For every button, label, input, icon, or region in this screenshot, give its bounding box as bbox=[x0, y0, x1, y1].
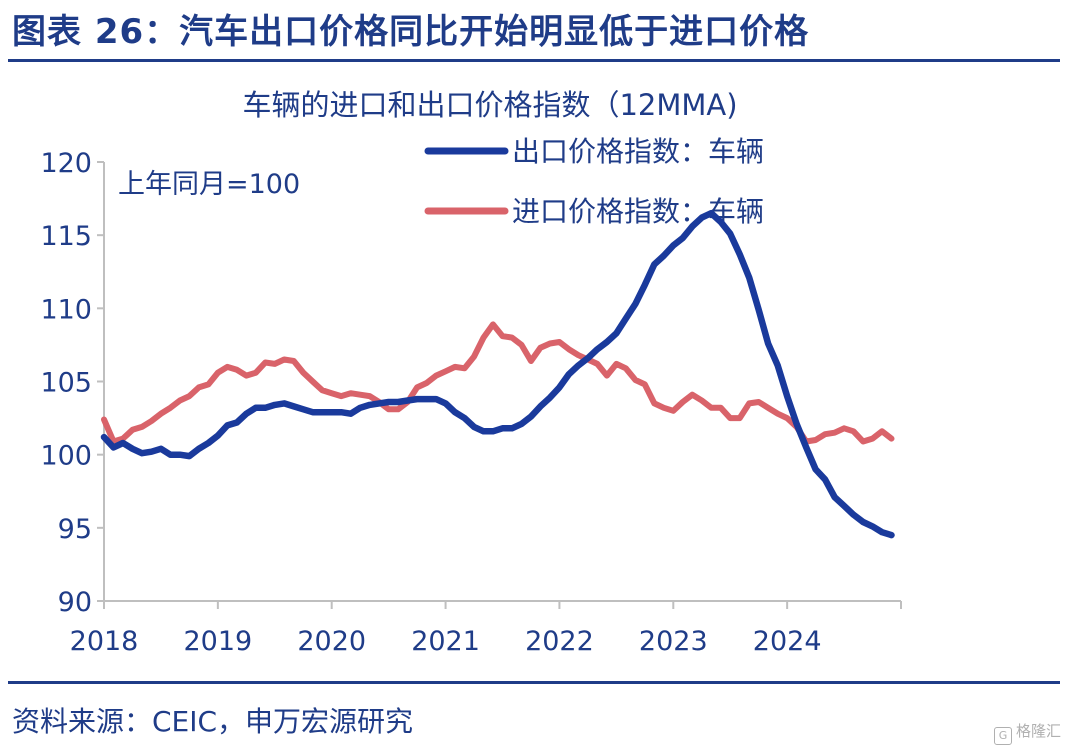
legend-label-export: 出口价格指数：车辆 bbox=[512, 135, 764, 168]
x-tick-label: 2018 bbox=[70, 626, 139, 657]
x-tick-label: 2019 bbox=[183, 626, 252, 657]
chart-annotation: 上年同月=100 bbox=[118, 169, 300, 200]
chart-legend: 出口价格指数：车辆 进口价格指数：车辆 bbox=[424, 135, 764, 228]
figure-title: 图表 26：汽车出口价格同比开始明显低于进口价格 bbox=[12, 12, 810, 52]
chart-series bbox=[100, 209, 895, 539]
y-tick-label: 120 bbox=[40, 148, 92, 179]
series-line-import bbox=[101, 321, 895, 445]
x-tick-label: 2024 bbox=[753, 626, 822, 657]
x-tick-label: 2021 bbox=[411, 626, 480, 657]
x-tick-label: 2023 bbox=[639, 626, 708, 657]
chart-title: 车辆的进口和出口价格指数（12MMA) bbox=[242, 88, 737, 122]
y-tick-label: 95 bbox=[58, 514, 92, 545]
y-tick-label: 115 bbox=[40, 221, 92, 252]
watermark-text: 格隆汇 bbox=[1016, 722, 1062, 740]
title-divider bbox=[8, 59, 1060, 62]
legend-label-import: 进口价格指数：车辆 bbox=[512, 195, 764, 228]
source-note: 资料来源：CEIC，申万宏源研究 bbox=[12, 705, 414, 738]
y-tick-label: 90 bbox=[58, 587, 92, 618]
x-tick-label: 2020 bbox=[297, 626, 366, 657]
series-line-export bbox=[100, 209, 895, 539]
watermark: G 格隆汇 bbox=[994, 720, 1061, 745]
y-tick-label: 100 bbox=[40, 441, 92, 472]
line-chart: 车辆的进口和出口价格指数（12MMA) 上年同月=100 出口价格指数：车辆 进… bbox=[40, 88, 902, 657]
source-divider bbox=[8, 681, 1060, 684]
x-tick-label: 2022 bbox=[525, 626, 594, 657]
watermark-logo-icon: G bbox=[994, 727, 1012, 745]
y-tick-label: 110 bbox=[40, 294, 92, 325]
y-tick-label: 105 bbox=[40, 368, 92, 399]
chart-axes: 90 95 100 105 110 115 120 2018 2019 2020 2021 2022 2… bbox=[40, 148, 902, 657]
